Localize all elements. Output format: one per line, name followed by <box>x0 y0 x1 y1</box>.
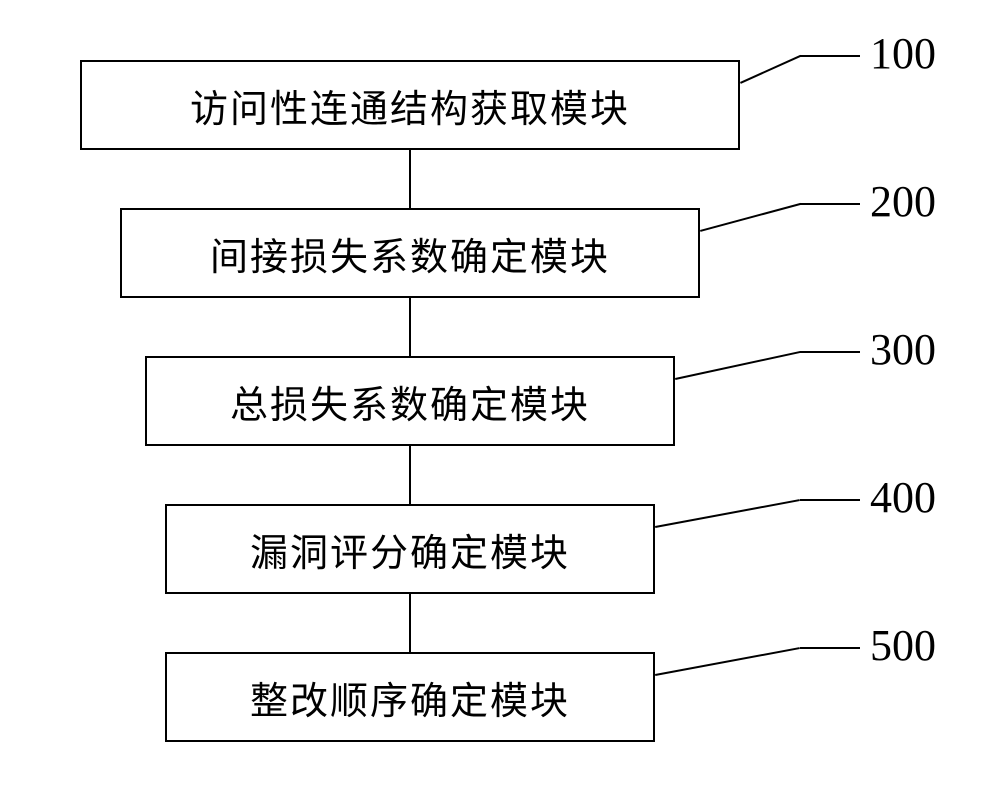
reference-number: 500 <box>870 620 936 671</box>
reference-number: 200 <box>870 176 936 227</box>
lead-line-horizontal <box>800 55 860 57</box>
module-box-100: 访问性连通结构获取模块 <box>80 60 740 150</box>
module-label: 间接损失系数确定模块 <box>210 226 610 281</box>
module-label: 漏洞评分确定模块 <box>250 522 570 577</box>
lead-line-horizontal <box>800 203 860 205</box>
lead-line-diagonal <box>675 351 800 380</box>
connector-line <box>409 150 411 208</box>
lead-line-horizontal <box>800 647 860 649</box>
lead-line-diagonal <box>655 499 800 528</box>
module-label: 总损失系数确定模块 <box>230 374 590 429</box>
connector-line <box>409 298 411 356</box>
connector-line <box>409 594 411 652</box>
connector-line <box>409 446 411 504</box>
module-box-500: 整改顺序确定模块 <box>165 652 655 742</box>
reference-number: 300 <box>870 324 936 375</box>
lead-line-horizontal <box>800 351 860 353</box>
reference-number: 400 <box>870 472 936 523</box>
module-box-400: 漏洞评分确定模块 <box>165 504 655 594</box>
lead-line-horizontal <box>800 499 860 501</box>
diagram-canvas: 访问性连通结构获取模块间接损失系数确定模块总损失系数确定模块漏洞评分确定模块整改… <box>0 0 1000 806</box>
lead-line-diagonal <box>740 55 801 84</box>
module-box-300: 总损失系数确定模块 <box>145 356 675 446</box>
module-label: 访问性连通结构获取模块 <box>190 78 630 133</box>
lead-line-diagonal <box>655 647 800 676</box>
module-box-200: 间接损失系数确定模块 <box>120 208 700 298</box>
lead-line-diagonal <box>700 203 801 232</box>
module-label: 整改顺序确定模块 <box>250 670 570 725</box>
reference-number: 100 <box>870 28 936 79</box>
